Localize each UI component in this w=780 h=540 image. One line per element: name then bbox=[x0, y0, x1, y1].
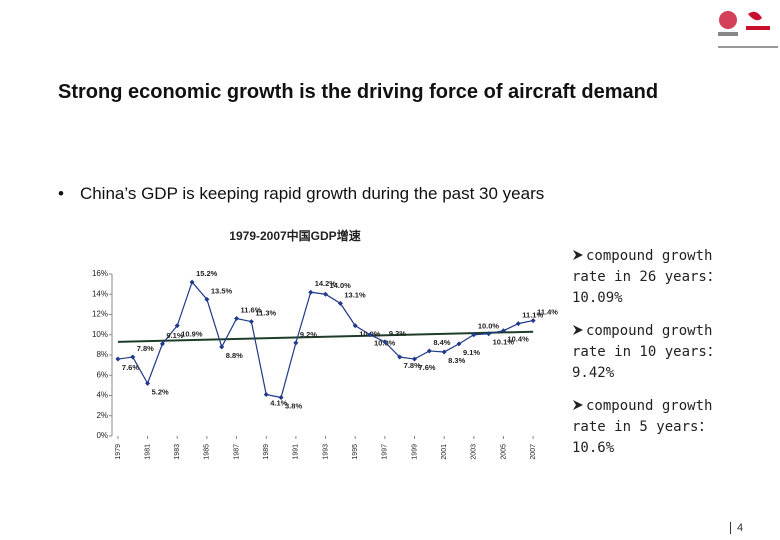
note-text: compound growth rate in 5 years：10.6% bbox=[572, 398, 713, 456]
point bbox=[115, 356, 121, 362]
point bbox=[145, 380, 151, 386]
point bbox=[337, 300, 343, 306]
page-number: 4 bbox=[730, 522, 743, 534]
data-label: 9.3% bbox=[389, 329, 406, 338]
x-tick-label: 1999 bbox=[411, 444, 418, 460]
point bbox=[456, 341, 462, 347]
data-label: 5.2% bbox=[152, 387, 169, 396]
point bbox=[248, 319, 254, 325]
data-label: 13.1% bbox=[344, 290, 366, 299]
data-label: 9.1% bbox=[166, 331, 183, 340]
point bbox=[308, 289, 314, 295]
x-tick-label: 1991 bbox=[293, 444, 300, 460]
y-tick-label: 16% bbox=[92, 269, 108, 278]
bullet: China’s GDP is keeping rapid growth duri… bbox=[58, 184, 544, 204]
data-label: 11.4% bbox=[537, 308, 558, 317]
arrow-bullet bbox=[573, 250, 583, 260]
point bbox=[352, 323, 358, 329]
point bbox=[293, 340, 299, 346]
x-tick-label: 1995 bbox=[352, 444, 359, 460]
data-label: 14.0% bbox=[330, 281, 352, 290]
x-tick-label: 2003 bbox=[471, 444, 478, 460]
x-tick-label: 1981 bbox=[144, 444, 151, 460]
point bbox=[500, 328, 506, 334]
data-label: 10.9% bbox=[181, 330, 203, 339]
point bbox=[323, 291, 329, 297]
point bbox=[471, 332, 477, 338]
data-label: 11.3% bbox=[255, 309, 276, 318]
chart: 1979-2007中国GDP增速 0% 2% 4% 6% 8% 10% 12% 14% 16% 1… bbox=[92, 228, 558, 460]
point bbox=[530, 318, 536, 324]
data-label: 11.1% bbox=[522, 311, 543, 320]
x-tick-label: 1993 bbox=[322, 444, 329, 460]
data-label: 3.8% bbox=[285, 402, 302, 411]
data-label: 9.2% bbox=[300, 330, 317, 339]
point bbox=[441, 349, 447, 355]
y-tick-label: 8% bbox=[96, 350, 108, 359]
point bbox=[382, 339, 388, 345]
x-tick-label: 2005 bbox=[500, 444, 507, 460]
y-tick-label: 12% bbox=[92, 310, 108, 319]
point bbox=[159, 341, 165, 347]
x-tick-label: 1979 bbox=[115, 444, 122, 460]
data-label: 10.0% bbox=[478, 322, 500, 331]
notes: compound growth rate in 26 years：10.09% c… bbox=[572, 246, 732, 471]
note: compound growth rate in 5 years：10.6% bbox=[572, 396, 732, 459]
logos bbox=[718, 11, 778, 48]
y-tick-label: 10% bbox=[92, 330, 108, 339]
data-label: 8.8% bbox=[226, 351, 243, 360]
note: compound growth rate in 26 years：10.09% bbox=[572, 246, 732, 309]
point bbox=[397, 354, 403, 360]
y-tick-label: 14% bbox=[92, 289, 108, 298]
point bbox=[367, 332, 373, 338]
x-tick-label: 2007 bbox=[530, 444, 537, 460]
trend-line bbox=[117, 330, 534, 343]
note-text: compound growth rate in 10 years：9.42% bbox=[572, 323, 721, 381]
y-tick-label: 2% bbox=[96, 411, 108, 420]
point bbox=[278, 395, 284, 401]
data-label: 10.4% bbox=[507, 335, 529, 344]
data-label: 10.1% bbox=[493, 338, 515, 347]
data-label: 11.6% bbox=[241, 306, 262, 315]
point bbox=[486, 331, 492, 337]
note: compound growth rate in 10 years：9.42% bbox=[572, 321, 732, 384]
data-label: 7.6% bbox=[122, 363, 139, 372]
x-tick-label: 1997 bbox=[382, 444, 389, 460]
note-text: compound growth rate in 26 years：10.09% bbox=[572, 248, 721, 306]
point bbox=[219, 344, 225, 350]
data-label: 14.2% bbox=[315, 279, 337, 288]
data-label: 15.2% bbox=[196, 269, 218, 278]
point bbox=[234, 316, 240, 322]
x-tick-label: 1985 bbox=[204, 444, 211, 460]
point bbox=[263, 391, 269, 397]
point bbox=[189, 279, 195, 285]
data-label: 8.4% bbox=[433, 338, 450, 347]
point bbox=[412, 356, 418, 362]
data-label: 7.8% bbox=[137, 344, 154, 353]
arrow-bullet bbox=[573, 400, 583, 410]
point bbox=[515, 321, 521, 327]
data-label: 7.8% bbox=[404, 361, 421, 370]
x-tick-label: 1989 bbox=[263, 444, 270, 460]
chart-title: 1979-2007中国GDP增速 bbox=[229, 228, 360, 243]
arrow-bullet bbox=[573, 325, 583, 335]
x-tick-label: 2001 bbox=[441, 444, 448, 460]
y-tick-label: 4% bbox=[96, 391, 108, 400]
data-label: 7.6% bbox=[419, 363, 436, 372]
data-label: 9.1% bbox=[463, 348, 480, 357]
point bbox=[204, 296, 210, 302]
x-tick-label: 1987 bbox=[233, 444, 240, 460]
data-label: 8.3% bbox=[448, 356, 465, 365]
y-tick-label: 6% bbox=[96, 370, 108, 379]
point bbox=[174, 323, 180, 329]
data-label: 13.5% bbox=[211, 286, 233, 295]
point bbox=[426, 348, 432, 354]
data-label: 4.1% bbox=[270, 398, 287, 407]
point bbox=[130, 354, 136, 360]
slide-title: Strong economic growth is the driving fo… bbox=[58, 81, 659, 103]
y-tick-label: 0% bbox=[96, 431, 108, 440]
x-tick-label: 1983 bbox=[174, 444, 181, 460]
